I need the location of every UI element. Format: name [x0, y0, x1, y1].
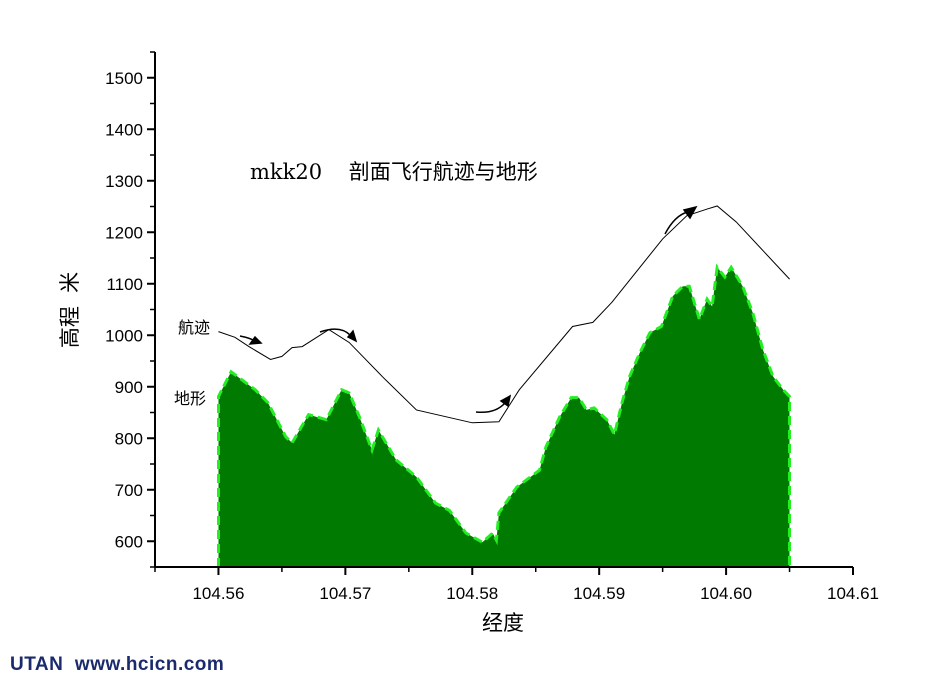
- arrow-icon: [346, 329, 358, 343]
- y-tick-label: 1400: [105, 120, 143, 139]
- x-tick-label: 104.58: [446, 584, 498, 603]
- y-tick-label: 1200: [105, 223, 143, 242]
- x-tick-label: 104.59: [573, 584, 625, 603]
- arrow-icon: [664, 211, 689, 235]
- terrain-area: [218, 267, 790, 567]
- arrow-icon: [682, 205, 698, 220]
- x-tick-label: 104.61: [827, 584, 879, 603]
- x-tick-label: 104.60: [700, 584, 752, 603]
- arrow-icon: [319, 328, 351, 336]
- y-tick-label: 1000: [105, 326, 143, 345]
- x-axis-label: 经度: [482, 611, 524, 635]
- direction-arrows: [239, 205, 698, 414]
- y-tick-label: 600: [115, 532, 143, 551]
- x-tick-label: 104.57: [319, 584, 371, 603]
- y-tick-label: 1300: [105, 172, 143, 191]
- y-tick-label: 800: [115, 429, 143, 448]
- arrow-icon: [499, 394, 512, 408]
- x-tick-label: 104.56: [192, 584, 244, 603]
- chart-title: mkk20 剖面飞行航迹与地形: [250, 160, 538, 184]
- y-tick-label: 900: [115, 378, 143, 397]
- terrain-edge: [217, 263, 791, 567]
- arrow-icon: [475, 402, 506, 414]
- y-tick-label: 700: [115, 481, 143, 500]
- track-label: 航迹: [178, 318, 210, 337]
- y-tick-label: 1500: [105, 69, 143, 88]
- terrain-label: 地形: [174, 389, 206, 408]
- y-axis-label: 高程 米: [58, 272, 82, 348]
- y-tick-label: 1100: [106, 275, 143, 294]
- watermark: UTAN www.hcicn.com: [10, 654, 225, 675]
- arrow-icon: [248, 335, 263, 345]
